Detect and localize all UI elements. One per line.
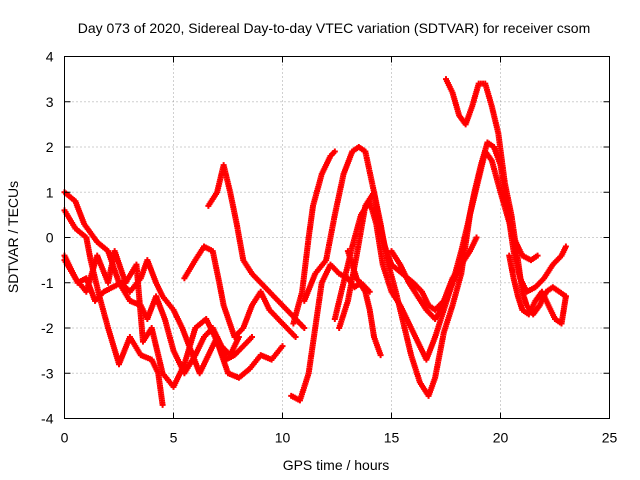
series-track-5 bbox=[205, 162, 308, 331]
data-point bbox=[159, 401, 166, 408]
series-track-7 bbox=[288, 261, 373, 404]
data-point bbox=[331, 148, 338, 155]
x-tick-label: 10 bbox=[275, 430, 291, 446]
series-track-13 bbox=[388, 234, 480, 322]
grid bbox=[64, 56, 610, 419]
data-point bbox=[292, 334, 299, 341]
y-tick-label: -4 bbox=[41, 411, 54, 427]
data-point bbox=[473, 234, 480, 241]
y-tick-label: -3 bbox=[41, 365, 54, 381]
data-point bbox=[301, 325, 308, 331]
data-point bbox=[534, 252, 541, 259]
data-point bbox=[248, 334, 255, 341]
series-track-8 bbox=[290, 148, 338, 327]
x-tick-label: 25 bbox=[602, 430, 618, 446]
series-track-6 bbox=[181, 243, 299, 341]
x-tick-label: 0 bbox=[61, 430, 69, 446]
series-track-12 bbox=[344, 248, 384, 359]
x-tick-label: 20 bbox=[493, 430, 509, 446]
y-tick-label: 4 bbox=[46, 49, 54, 65]
data-point bbox=[562, 293, 569, 300]
series-track-2 bbox=[61, 207, 166, 408]
x-tick-label: 5 bbox=[170, 430, 178, 446]
chart-title: Day 073 of 2020, Sidereal Day-to-day VTE… bbox=[78, 20, 591, 36]
data-point bbox=[377, 352, 384, 359]
y-tick-label: 0 bbox=[46, 230, 54, 246]
y-tick-label: 3 bbox=[46, 94, 54, 110]
data-point bbox=[562, 243, 569, 250]
series-track-4 bbox=[61, 252, 255, 377]
axis-ticks: 0 5 10 15 20 25 -4 -3 -2 -1 0 1 2 3 4 bbox=[41, 49, 617, 446]
y-tick-label: 1 bbox=[46, 184, 54, 200]
y-axis-label: SDTVAR / TECUs bbox=[5, 181, 21, 293]
x-tick-label: 15 bbox=[384, 430, 400, 446]
x-axis-label: GPS time / hours bbox=[283, 457, 390, 473]
data-point bbox=[279, 343, 286, 350]
series-track-15 bbox=[506, 252, 569, 327]
y-tick-label: -1 bbox=[41, 275, 54, 291]
data-marks bbox=[61, 76, 569, 408]
y-tick-label: -2 bbox=[41, 320, 54, 336]
y-tick-label: 2 bbox=[46, 139, 54, 155]
